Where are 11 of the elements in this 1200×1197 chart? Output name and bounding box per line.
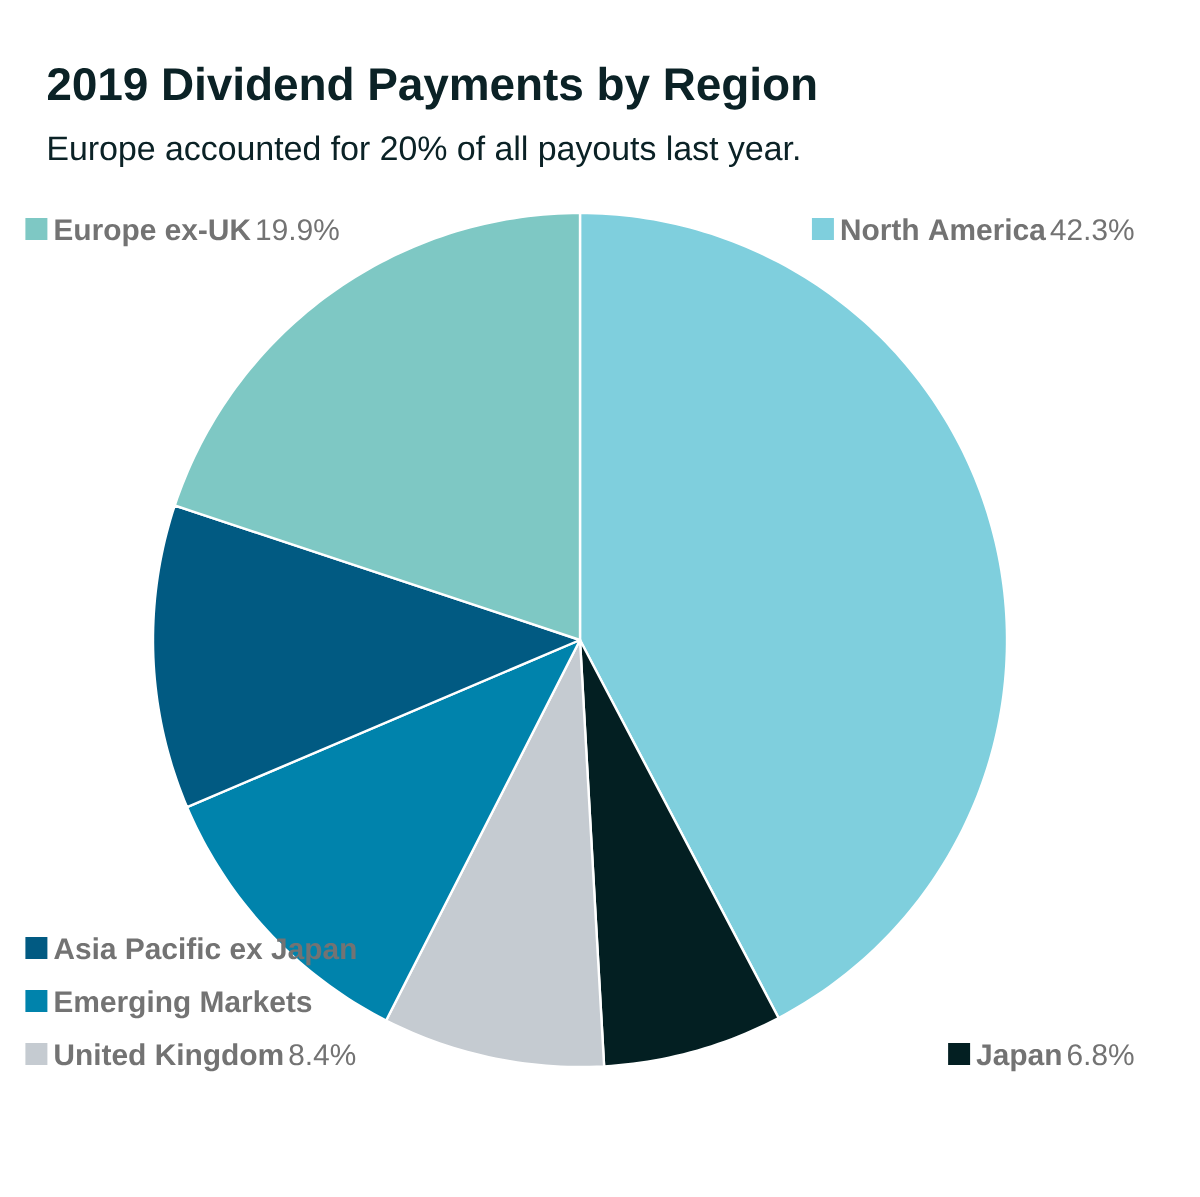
data-label: 6.8%: [1068, 1044, 1134, 1066]
legend-label: Japan: [976, 1044, 1061, 1072]
legend-label: Emerging Markets: [55, 990, 312, 1019]
legend-label: North America: [841, 218, 1047, 241]
legend-label: United Kingdom: [55, 1043, 283, 1072]
data-label: 42.3%: [1050, 219, 1134, 241]
legend-label: Europe ex-UK: [55, 219, 251, 247]
data-label: 8.4%: [289, 1044, 356, 1066]
data-label: 19.9%: [257, 219, 339, 241]
chart-title: 2019 Dividend Payments by Region: [47, 66, 816, 110]
chart-subtitle: Europe accounted for 20% of all payouts last year.: [49, 135, 799, 168]
